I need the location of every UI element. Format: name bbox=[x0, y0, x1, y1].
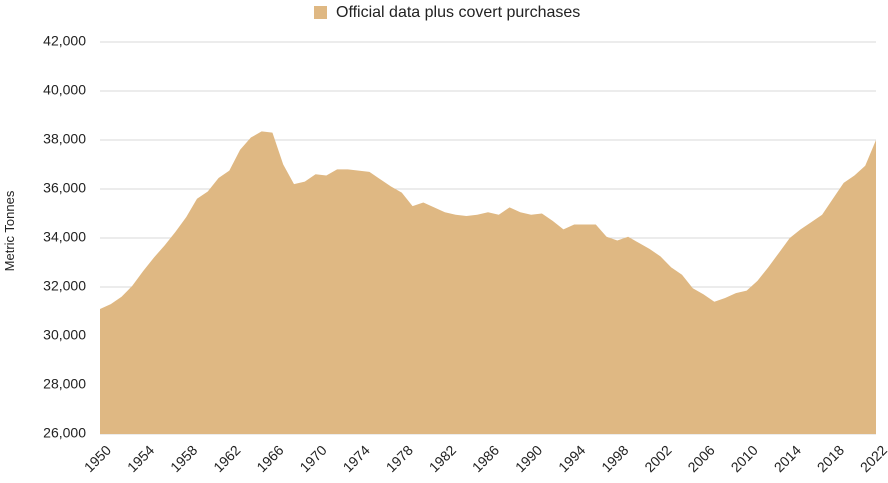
x-tick-label: 1954 bbox=[124, 442, 157, 475]
x-tick-label: 1950 bbox=[81, 442, 114, 475]
area-series-fill bbox=[100, 131, 876, 434]
x-tick-label: 1970 bbox=[296, 442, 329, 475]
x-tick-label: 1998 bbox=[598, 442, 631, 475]
y-tick-label: 40,000 bbox=[43, 82, 86, 98]
x-tick-label: 1962 bbox=[210, 442, 243, 475]
x-tick-label: 1990 bbox=[512, 442, 545, 475]
x-tick-label: 1986 bbox=[469, 442, 502, 475]
y-axis-label: Metric Tonnes bbox=[2, 190, 17, 271]
y-tick-label: 36,000 bbox=[43, 180, 86, 196]
y-tick-label: 32,000 bbox=[43, 278, 86, 294]
y-tick-label: 28,000 bbox=[43, 376, 86, 392]
x-tick-label: 1966 bbox=[253, 442, 286, 475]
x-tick-label: 2014 bbox=[771, 442, 804, 475]
x-tick-label: 1974 bbox=[340, 442, 373, 475]
y-tick-label: 34,000 bbox=[43, 229, 86, 245]
x-axis-ticks: 1950 1954 1958 1962 1966 1970 1974 1978 1982 1986… bbox=[81, 442, 888, 475]
x-tick-label: 1958 bbox=[167, 442, 200, 475]
x-tick-label: 2022 bbox=[857, 442, 888, 475]
x-tick-label: 2002 bbox=[641, 442, 674, 475]
legend: Official data plus covert purchases bbox=[314, 4, 580, 21]
x-tick-label: 2010 bbox=[728, 442, 761, 475]
x-tick-label: 2006 bbox=[684, 442, 717, 475]
legend-swatch bbox=[314, 6, 327, 19]
x-tick-label: 1978 bbox=[383, 442, 416, 475]
x-tick-label: 2018 bbox=[814, 442, 847, 475]
y-tick-label: 42,000 bbox=[43, 33, 86, 49]
x-tick-label: 1982 bbox=[426, 442, 459, 475]
y-tick-label: 38,000 bbox=[43, 131, 86, 147]
x-tick-label: 1994 bbox=[555, 442, 588, 475]
legend-label: Official data plus covert purchases bbox=[336, 4, 580, 21]
y-tick-label: 26,000 bbox=[43, 425, 86, 441]
y-axis-ticks: 26,000 28,000 30,000 32,000 34,000 36,000 38,0… bbox=[43, 33, 86, 441]
y-tick-label: 30,000 bbox=[43, 327, 86, 343]
